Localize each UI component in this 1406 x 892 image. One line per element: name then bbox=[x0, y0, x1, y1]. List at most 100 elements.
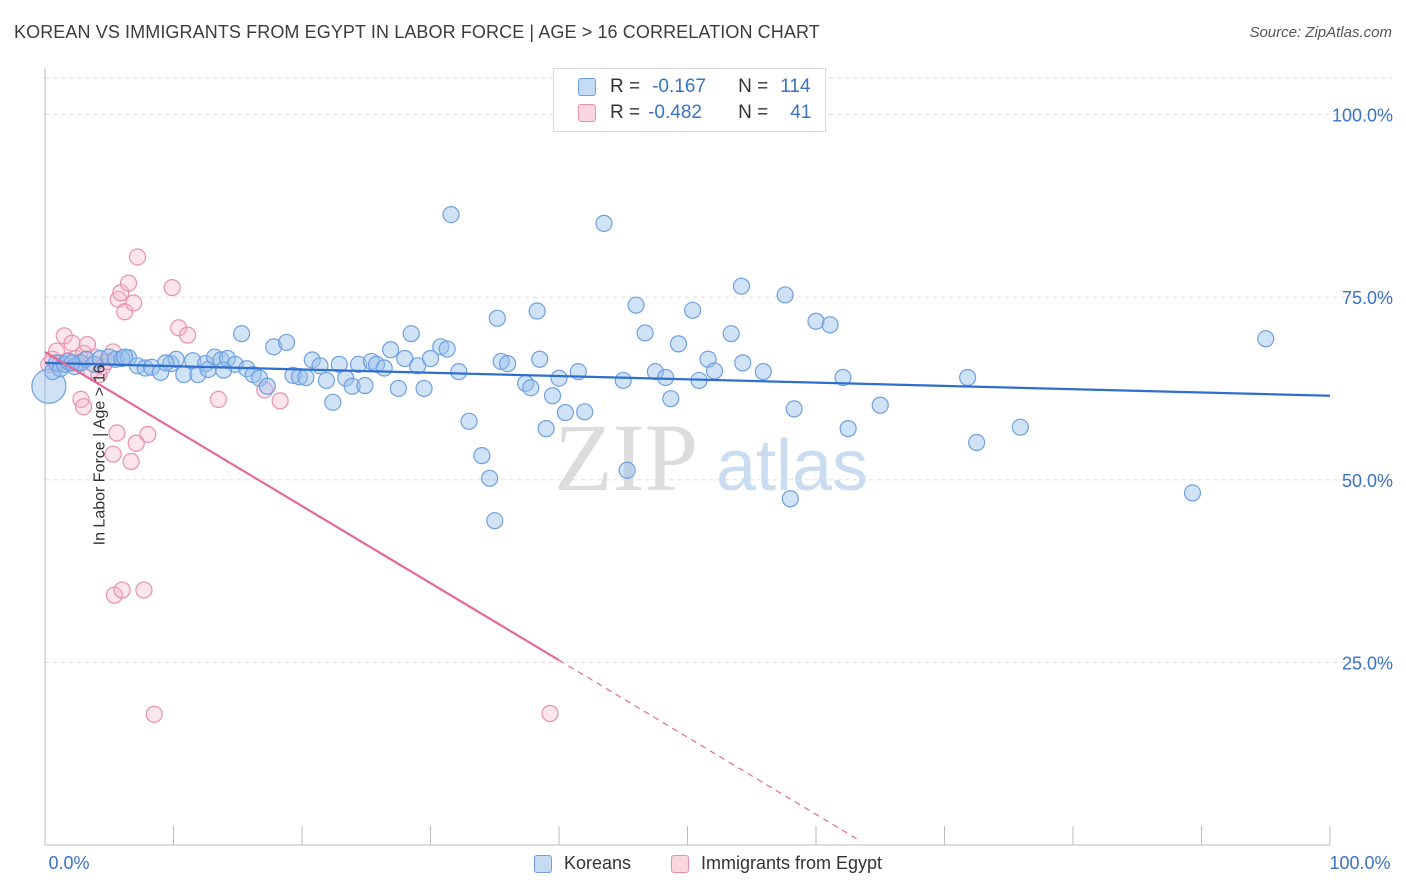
legend-item-egypt: Immigrants from Egypt bbox=[671, 853, 882, 874]
korean-point bbox=[486, 512, 504, 530]
korean-point bbox=[550, 369, 568, 387]
egypt-point bbox=[209, 390, 228, 409]
korean-point bbox=[460, 412, 478, 430]
x-tick-label-min: 0.0% bbox=[48, 853, 89, 873]
korean-point bbox=[438, 340, 456, 358]
series-egypt bbox=[40, 248, 559, 723]
korean-point bbox=[396, 349, 414, 368]
y-tick-label: 100.0% bbox=[1332, 106, 1393, 126]
egypt-point bbox=[74, 398, 93, 416]
egypt-point bbox=[108, 424, 126, 442]
korean-point bbox=[839, 420, 857, 438]
watermark-zip: ZIP bbox=[554, 404, 698, 511]
y-tick-label: 25.0% bbox=[1342, 653, 1393, 673]
y-tick-label: 75.0% bbox=[1342, 288, 1393, 308]
legend-n-label: N = bbox=[738, 102, 769, 123]
korean-point bbox=[136, 359, 154, 377]
tick-labels: 25.0% 50.0% 75.0% 100.0% 0.0% 100.0% bbox=[48, 106, 1393, 873]
korean-point bbox=[1011, 418, 1029, 436]
korean-point bbox=[537, 420, 555, 438]
korean-point bbox=[297, 368, 315, 387]
korean-point bbox=[807, 312, 825, 330]
legend-swatch-egypt bbox=[578, 104, 596, 122]
y-axis-label: In Labor Force | Age > 16 bbox=[91, 364, 109, 546]
korean-point bbox=[402, 325, 420, 343]
egypt-point bbox=[104, 445, 122, 463]
egypt-point bbox=[170, 319, 188, 337]
korean-point bbox=[265, 338, 283, 356]
korean-point bbox=[473, 447, 491, 465]
legend-r-label: R = bbox=[610, 102, 641, 123]
korean-point bbox=[215, 361, 233, 379]
korean-point bbox=[421, 349, 440, 368]
y-tick-label: 50.0% bbox=[1342, 471, 1393, 491]
watermark-atlas: atlas bbox=[716, 426, 868, 506]
trend-layer bbox=[44, 350, 1331, 842]
legend-swatch-koreans bbox=[534, 854, 552, 873]
egypt-point bbox=[125, 294, 143, 312]
korean-point bbox=[576, 403, 594, 421]
korean-point bbox=[595, 214, 613, 232]
korean-point bbox=[488, 309, 506, 327]
korean-point bbox=[732, 277, 751, 295]
egypt-point bbox=[145, 705, 163, 723]
series-koreans bbox=[31, 205, 1275, 530]
korean-point bbox=[1257, 330, 1275, 348]
korean-point bbox=[834, 368, 852, 387]
korean-point bbox=[116, 348, 134, 366]
korean-point bbox=[284, 366, 302, 384]
legend-r-value-koreans: -0.167 bbox=[652, 76, 706, 97]
korean-point bbox=[646, 363, 664, 381]
egypt-point bbox=[113, 581, 131, 599]
x-tick-label-max: 100.0% bbox=[1329, 853, 1390, 873]
egypt-point bbox=[128, 248, 147, 266]
korean-point bbox=[821, 316, 839, 334]
korean-point bbox=[528, 302, 546, 320]
egypt-trendline-extrapolated bbox=[558, 659, 862, 842]
korean-point bbox=[968, 433, 986, 452]
korean-point bbox=[349, 355, 368, 373]
korean-point bbox=[277, 333, 296, 352]
korean-point bbox=[1183, 484, 1202, 502]
series-legend: Koreans Immigrants from Egypt bbox=[0, 851, 1406, 879]
korean-point bbox=[556, 403, 575, 422]
egypt-point bbox=[119, 274, 138, 292]
legend-item-koreans: Koreans bbox=[534, 853, 631, 874]
korean-point bbox=[781, 490, 799, 508]
legend-r-label: R = bbox=[610, 76, 641, 97]
egypt-point bbox=[127, 434, 145, 452]
egypt-trendline bbox=[44, 350, 560, 662]
stats-legend: R = -0.167 N = 114 R = -0.482 N = 41 bbox=[553, 68, 826, 132]
korean-point bbox=[375, 359, 393, 377]
korean-point bbox=[415, 379, 433, 398]
legend-swatch-egypt bbox=[671, 854, 689, 873]
korean-point bbox=[776, 286, 794, 304]
legend-n-value-koreans: 114 bbox=[780, 76, 811, 97]
legend-swatch-koreans bbox=[578, 78, 596, 96]
korean-point bbox=[543, 387, 562, 405]
korean-point bbox=[499, 355, 517, 373]
egypt-point bbox=[163, 279, 181, 297]
korean-point bbox=[618, 461, 636, 479]
korean-point bbox=[722, 325, 740, 343]
legend-label-koreans: Koreans bbox=[564, 853, 632, 873]
korean-point bbox=[409, 357, 427, 375]
legend-row-koreans: R = -0.167 N = 114 bbox=[578, 75, 811, 99]
egypt-point bbox=[139, 425, 157, 444]
korean-point bbox=[627, 296, 645, 314]
korean-point bbox=[669, 335, 688, 353]
korean-point bbox=[432, 338, 450, 356]
korean-point bbox=[157, 354, 175, 372]
korean-point bbox=[785, 400, 803, 418]
korean-point bbox=[614, 371, 632, 390]
korean-point bbox=[662, 390, 680, 408]
korean-point bbox=[492, 352, 510, 371]
koreans-trendline bbox=[44, 361, 1331, 397]
korean-point bbox=[959, 368, 977, 387]
axes-layer bbox=[44, 68, 1331, 846]
egypt-point bbox=[179, 326, 197, 344]
egypt-point bbox=[541, 704, 559, 723]
korean-point bbox=[356, 376, 374, 395]
legend-row-egypt: R = -0.482 N = 41 bbox=[578, 101, 811, 125]
